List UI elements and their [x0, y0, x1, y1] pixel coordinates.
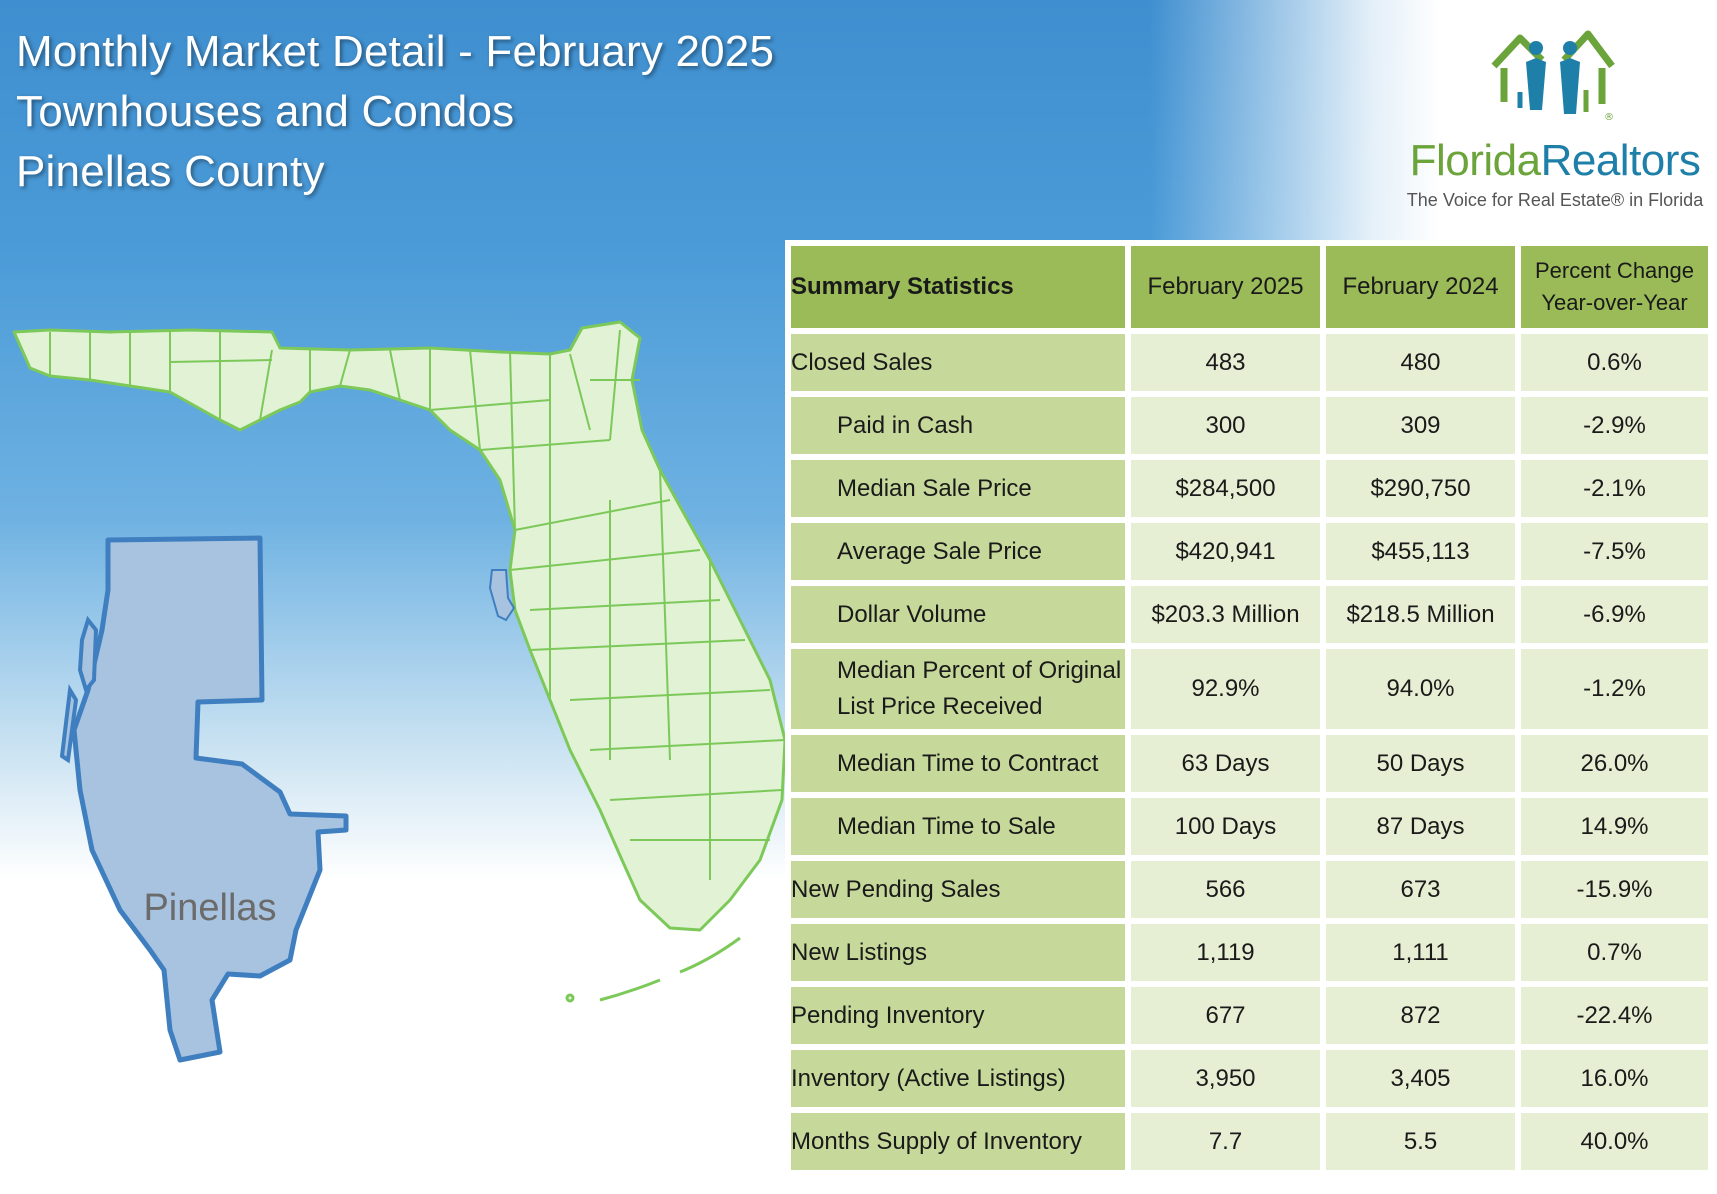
header-percent-change: Percent Change Year-over-Year: [1521, 246, 1708, 328]
value-feb-2025: 7.7: [1131, 1113, 1320, 1170]
florida-keys: [565, 936, 741, 1003]
pinellas-highlight-small: [488, 569, 516, 622]
header-percent-change-line1: Percent Change: [1535, 258, 1694, 283]
value-percent-change: -7.5%: [1521, 523, 1708, 580]
property-type-subtitle: Townhouses and Condos: [16, 87, 515, 136]
table-row: Paid in Cash 300 309 -2.9%: [791, 397, 1708, 454]
row-label: Closed Sales: [791, 334, 1125, 391]
table-row: Closed Sales 483 480 0.6%: [791, 334, 1708, 391]
row-label-line2: List Price Received: [837, 693, 1043, 720]
value-feb-2025: 63 Days: [1131, 735, 1320, 792]
table-row: Average Sale Price $420,941 $455,113 -7.…: [791, 523, 1708, 580]
row-label: Median Time to Sale: [791, 798, 1125, 855]
value-feb-2025: 300: [1131, 397, 1320, 454]
row-label: New Pending Sales: [791, 861, 1125, 918]
county-boundaries: [49, 329, 786, 880]
report-title: Monthly Market Detail - February 2025: [16, 27, 775, 76]
table-row: New Pending Sales 566 673 -15.9%: [791, 861, 1708, 918]
value-feb-2025: 3,950: [1131, 1050, 1320, 1107]
row-label: Dollar Volume: [791, 586, 1125, 643]
report-title-block: Monthly Market Detail - February 2025 To…: [16, 22, 774, 202]
barrier-island-north: [77, 615, 99, 695]
value-feb-2025: $284,500: [1131, 460, 1320, 517]
value-feb-2025: 1,119: [1131, 924, 1320, 981]
header-february-2024: February 2024: [1326, 246, 1515, 328]
header-percent-change-line2: Year-over-Year: [1541, 290, 1688, 315]
table-row: Median Percent of Original List Price Re…: [791, 649, 1708, 729]
registered-mark: ®: [1604, 112, 1614, 122]
value-feb-2025: 677: [1131, 987, 1320, 1044]
value-feb-2025: $420,941: [1131, 523, 1320, 580]
value-percent-change: 40.0%: [1521, 1113, 1708, 1170]
summary-statistics-table-container: Summary Statistics February 2025 Februar…: [785, 240, 1708, 1175]
table-row: Pending Inventory 677 872 -22.4%: [791, 987, 1708, 1044]
florida-realtors-logo: ® FloridaRealtors The Voice for Real Est…: [1400, 18, 1710, 210]
row-label: Months Supply of Inventory: [791, 1113, 1125, 1170]
value-percent-change: -2.9%: [1521, 397, 1708, 454]
value-percent-change: -2.1%: [1521, 460, 1708, 517]
value-feb-2025: 100 Days: [1131, 798, 1320, 855]
florida-county-map: [12, 320, 787, 1003]
header-february-2025: February 2025: [1131, 246, 1320, 328]
value-feb-2024: $290,750: [1326, 460, 1515, 517]
value-feb-2024: $218.5 Million: [1326, 586, 1515, 643]
row-label: New Listings: [791, 924, 1125, 981]
value-feb-2024: 50 Days: [1326, 735, 1515, 792]
row-label: Median Sale Price: [791, 460, 1125, 517]
table-header-row: Summary Statistics February 2025 Februar…: [791, 246, 1708, 328]
value-feb-2024: $455,113: [1326, 523, 1515, 580]
table-row: Median Time to Contract 63 Days 50 Days …: [791, 735, 1708, 792]
row-label: Average Sale Price: [791, 523, 1125, 580]
summary-statistics-table: Summary Statistics February 2025 Februar…: [785, 240, 1714, 1176]
houses-people-icon: ®: [1491, 30, 1615, 122]
value-feb-2025: 566: [1131, 861, 1320, 918]
row-label: Median Percent of Original List Price Re…: [791, 649, 1125, 729]
value-feb-2024: 5.5: [1326, 1113, 1515, 1170]
table-row: Dollar Volume $203.3 Million $218.5 Mill…: [791, 586, 1708, 643]
value-feb-2024: 480: [1326, 334, 1515, 391]
row-label: Pending Inventory: [791, 987, 1125, 1044]
header-summary-statistics: Summary Statistics: [791, 246, 1125, 328]
value-feb-2025: 92.9%: [1131, 649, 1320, 729]
logo-wordmark: FloridaRealtors: [1400, 136, 1710, 186]
value-feb-2024: 1,111: [1326, 924, 1515, 981]
row-label: Paid in Cash: [791, 397, 1125, 454]
value-percent-change: 0.6%: [1521, 334, 1708, 391]
value-percent-change: 16.0%: [1521, 1050, 1708, 1107]
table-row: Months Supply of Inventory 7.7 5.5 40.0%: [791, 1113, 1708, 1170]
value-percent-change: 0.7%: [1521, 924, 1708, 981]
table-row: Median Sale Price $284,500 $290,750 -2.1…: [791, 460, 1708, 517]
value-feb-2024: 87 Days: [1326, 798, 1515, 855]
value-feb-2024: 872: [1326, 987, 1515, 1044]
table-row: New Listings 1,119 1,111 0.7%: [791, 924, 1708, 981]
value-percent-change: -22.4%: [1521, 987, 1708, 1044]
value-feb-2024: 309: [1326, 397, 1515, 454]
logo-word-realtors: Realtors: [1540, 136, 1701, 185]
value-percent-change: -1.2%: [1521, 649, 1708, 729]
pinellas-county-shape: [71, 535, 349, 1063]
row-label-line1: Median Percent of Original: [837, 657, 1122, 684]
row-label: Inventory (Active Listings): [791, 1050, 1125, 1107]
value-feb-2025: 483: [1131, 334, 1320, 391]
value-percent-change: -6.9%: [1521, 586, 1708, 643]
value-percent-change: 26.0%: [1521, 735, 1708, 792]
value-feb-2024: 94.0%: [1326, 649, 1515, 729]
pinellas-county-map: Pinellas: [60, 535, 349, 1063]
table-row: Median Time to Sale 100 Days 87 Days 14.…: [791, 798, 1708, 855]
logo-tagline: The Voice for Real Estate® in Florida: [1406, 190, 1704, 210]
barrier-island-south: [60, 683, 79, 764]
logo-word-florida: Florida: [1409, 136, 1542, 185]
table-row: Inventory (Active Listings) 3,950 3,405 …: [791, 1050, 1708, 1107]
value-percent-change: -15.9%: [1521, 861, 1708, 918]
value-feb-2024: 3,405: [1326, 1050, 1515, 1107]
value-feb-2024: 673: [1326, 861, 1515, 918]
row-label: Median Time to Contract: [791, 735, 1125, 792]
value-percent-change: 14.9%: [1521, 798, 1708, 855]
county-subtitle: Pinellas County: [16, 147, 325, 196]
pinellas-map-label: Pinellas: [143, 887, 276, 929]
value-feb-2025: $203.3 Million: [1131, 586, 1320, 643]
